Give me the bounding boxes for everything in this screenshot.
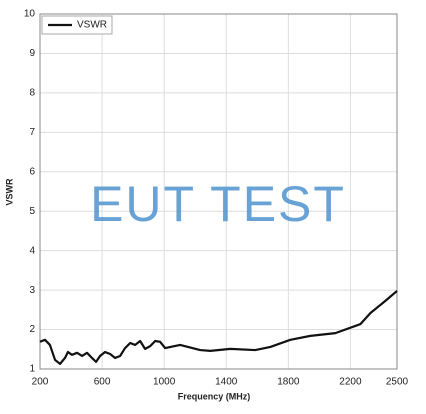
x-tick-label: 2200 [339, 377, 362, 388]
y-tick-label: 6 [29, 166, 35, 177]
legend-box [41, 15, 113, 35]
x-tick-label: 600 [94, 377, 111, 388]
y-tick-label: 7 [29, 127, 35, 138]
y-tick-label: 2 [29, 324, 35, 335]
plot-area [39, 13, 398, 370]
y-tick-label: 3 [29, 285, 35, 296]
x-tick-label: 2500 [386, 377, 409, 388]
watermark: EUT TEST [90, 176, 346, 232]
data-line [39, 290, 398, 365]
y-tick-label: 8 [29, 88, 35, 99]
y-tick-label: 1 [29, 364, 35, 375]
plot-frame [39, 13, 398, 370]
x-tick-label: 1400 [215, 377, 238, 388]
x-axis-label: Frequency (MHz) [178, 391, 251, 401]
y-tick-label: 5 [29, 206, 35, 217]
x-tick-label: 200 [32, 377, 49, 388]
y-tick-label: 4 [29, 245, 35, 256]
y-tick-label: 9 [29, 48, 35, 59]
y-tick-label: 10 [24, 9, 36, 20]
legend-label: VSWR [77, 20, 107, 31]
x-tick-label: 1800 [277, 377, 300, 388]
y-axis-label: VSWR [4, 178, 14, 206]
x-tick-label: 1000 [153, 377, 176, 388]
